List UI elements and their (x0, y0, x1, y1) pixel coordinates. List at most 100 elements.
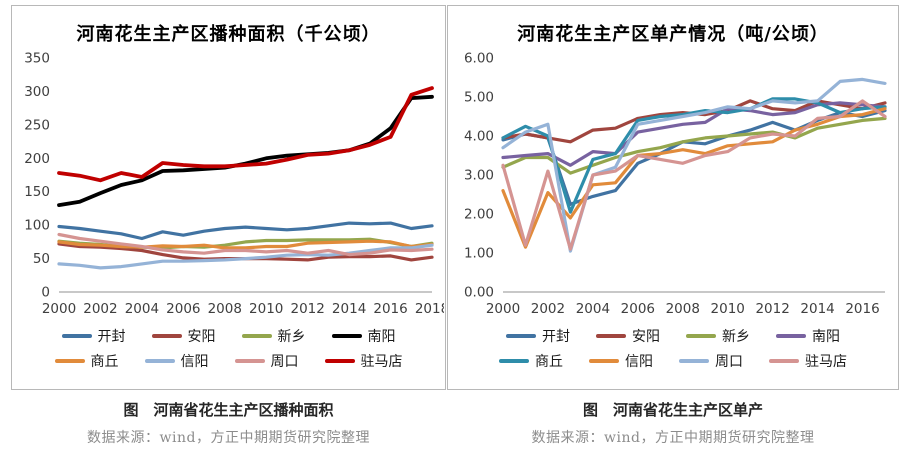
legend-label: 新乡 (722, 329, 750, 345)
chart-box-planting-area: 河南花生主产区播种面积（千公顷） 0 50 100 150 200 250 300 350 20… (11, 5, 446, 390)
figure-yield: 河南花生主产区单产情况（吨/公顷） 0.00 1.00 2.00 3.00 4.00 5.… (447, 5, 899, 447)
series-line-xinyang (501, 107, 887, 249)
legend-yield: 开封 安阳 新乡 南阳商丘 信阳 周口 驻马店 (499, 326, 847, 371)
legend-swatch-nanyang (331, 334, 362, 338)
legend-label: 信阳 (180, 354, 209, 370)
y-tick-label: 0.00 (464, 285, 494, 301)
legend-item-xinyang: 信阳 (589, 351, 653, 371)
x-tick-label: 2006 (621, 301, 655, 317)
legend-planting-area: 开封 安阳 新乡 南阳商丘 信阳 周口 驻马店 (54, 326, 403, 371)
x-tick-label: 2010 (249, 301, 283, 317)
y-tick-label: 5.00 (464, 90, 494, 106)
legend-swatch-zhoukou (234, 359, 265, 363)
legend-item-kaifeng: 开封 (506, 326, 570, 346)
legend-item-zhumadian: 驻马店 (324, 351, 403, 371)
legend-item-xinxiang: 新乡 (241, 326, 306, 346)
legend-row: 商丘 信阳 周口 驻马店 (54, 351, 403, 371)
legend-item-nanyang: 南阳 (776, 326, 840, 346)
x-tick-label: 2000 (42, 301, 76, 317)
chart-title-yield: 河南花生主产区单产情况（吨/公顷） (517, 24, 829, 45)
legend-item-xinyang: 信阳 (144, 351, 209, 371)
legend-label: 信阳 (625, 354, 653, 370)
x-tick-label: 2008 (666, 301, 700, 317)
y-tick-label: 0 (41, 285, 50, 301)
legend-swatch-kaifeng (61, 334, 92, 338)
x-tick-label: 2014 (800, 301, 834, 317)
y-tick-label: 100 (24, 218, 50, 234)
y-tick-label: 3.00 (464, 168, 494, 184)
legend-label: 商丘 (535, 354, 563, 370)
legend-row: 商丘 信阳 周口 驻马店 (499, 351, 847, 371)
chart-title-planting-area: 河南花生主产区播种面积（千公顷） (76, 24, 381, 45)
x-tick-label: 2004 (576, 301, 610, 317)
series-line-xinyang (57, 243, 434, 270)
chart-box-yield: 河南花生主产区单产情况（吨/公顷） 0.00 1.00 2.00 3.00 4.00 5.… (447, 5, 899, 390)
x-tick-label: 2012 (290, 301, 324, 317)
legend-item-zhoukou: 周口 (679, 351, 743, 371)
x-tick-label: 2016 (845, 301, 879, 317)
figures-row: 河南花生主产区播种面积（千公顷） 0 50 100 150 200 250 300 350 20… (11, 5, 899, 447)
legend-label: 商丘 (90, 354, 119, 370)
legend-swatch-anyang (151, 334, 182, 338)
y-tick-label: 150 (24, 184, 50, 200)
legend-label: 驻马店 (805, 354, 847, 370)
legend-row: 开封 安阳 新乡 南阳 (61, 326, 396, 346)
x-tick-label: 2002 (83, 301, 117, 317)
legend-item-shangqiu: 商丘 (54, 351, 119, 371)
series-line-zhoukou (501, 77, 887, 253)
legend-label: 南阳 (812, 329, 840, 345)
figure-planting-area: 河南花生主产区播种面积（千公顷） 0 50 100 150 200 250 300 350 20… (11, 5, 446, 447)
x-tick-label: 2012 (755, 301, 789, 317)
legend-swatch-shangqiu (54, 359, 85, 363)
legend-item-shangqiu: 商丘 (499, 351, 563, 371)
legend-item-xinxiang: 新乡 (686, 326, 750, 346)
legend-swatch-xinxiang (241, 334, 272, 338)
legend-label: 安阳 (187, 329, 216, 345)
legend-swatch-zhoukou (679, 359, 709, 363)
legend-label: 周口 (715, 354, 743, 370)
legend-item-zhoukou: 周口 (234, 351, 299, 371)
data-source-note-right: 数据来源：wind，方正中期期货研究院整理 (531, 430, 815, 446)
line-chart-planting-area: 0 50 100 150 200 250 300 350 2000 2002 2004 2006 200… (24, 51, 444, 318)
legend-swatch-nanyang (776, 334, 806, 338)
legend-row: 开封 安阳 新乡 南阳 (506, 326, 840, 346)
legend-swatch-kaifeng (506, 334, 536, 338)
legend-item-anyang: 安阳 (151, 326, 216, 346)
legend-label: 开封 (542, 329, 570, 345)
series-line-zhumadian (57, 86, 434, 183)
y-tick-label: 6.00 (464, 51, 494, 67)
x-tick-label: 2006 (166, 301, 200, 317)
x-tick-label: 2018 (415, 301, 444, 317)
y-tick-label: 300 (24, 84, 50, 100)
legend-swatch-shangqiu (499, 359, 529, 363)
legend-swatch-anyang (596, 334, 626, 338)
figure-caption-yield: 图 河南省花生主产区单产 (582, 401, 763, 419)
legend-label: 开封 (97, 329, 126, 345)
legend-item-nanyang: 南阳 (331, 326, 396, 346)
series-line-zhumadian (501, 99, 887, 251)
series-line-shangqiu (501, 97, 887, 214)
legend-swatch-zhumadian (769, 359, 799, 363)
legend-swatch-xinxiang (686, 334, 716, 338)
legend-label: 驻马店 (360, 354, 403, 370)
legend-item-zhumadian: 驻马店 (769, 351, 847, 371)
legend-label: 新乡 (277, 329, 306, 345)
series-line-xinxiang (501, 116, 887, 175)
legend-label: 安阳 (632, 329, 660, 345)
x-tick-label: 2016 (373, 301, 407, 317)
legend-label: 南阳 (367, 329, 396, 345)
line-chart-yield: 0.00 1.00 2.00 3.00 4.00 5.00 6.00 2000 2002 2004… (464, 51, 887, 317)
legend-swatch-zhumadian (324, 359, 355, 363)
y-tick-label: 4.00 (464, 129, 494, 145)
series-line-zhoukou (57, 232, 434, 257)
series-line-shangqiu (57, 239, 434, 250)
legend-label: 周口 (270, 354, 299, 370)
legend-item-kaifeng: 开封 (61, 326, 126, 346)
x-tick-label: 2004 (125, 301, 159, 317)
x-tick-label: 2000 (486, 301, 520, 317)
y-tick-label: 1.00 (464, 246, 494, 262)
legend-swatch-xinyang (589, 359, 619, 363)
y-tick-label: 200 (24, 151, 50, 167)
x-tick-label: 2010 (711, 301, 745, 317)
x-tick-label: 2008 (208, 301, 242, 317)
